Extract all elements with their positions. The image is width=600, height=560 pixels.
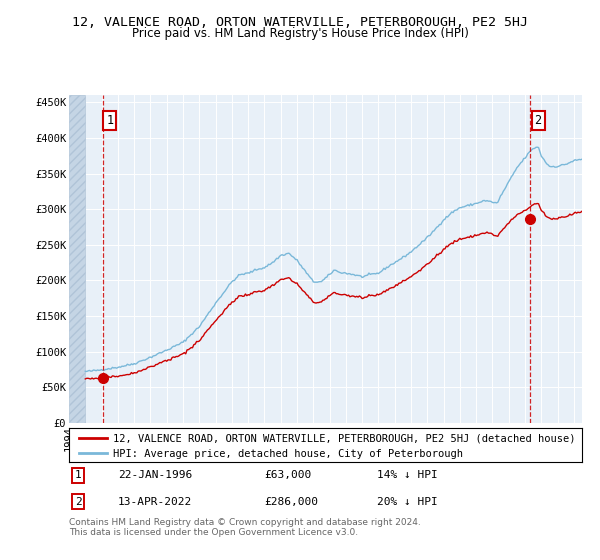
Text: £63,000: £63,000 (264, 470, 311, 480)
Text: Contains HM Land Registry data © Crown copyright and database right 2024.
This d: Contains HM Land Registry data © Crown c… (69, 518, 421, 538)
Text: 1: 1 (106, 114, 113, 127)
Text: 13-APR-2022: 13-APR-2022 (118, 497, 192, 507)
Text: 14% ↓ HPI: 14% ↓ HPI (377, 470, 437, 480)
Text: HPI: Average price, detached house, City of Peterborough: HPI: Average price, detached house, City… (113, 449, 463, 459)
Text: 12, VALENCE ROAD, ORTON WATERVILLE, PETERBOROUGH, PE2 5HJ: 12, VALENCE ROAD, ORTON WATERVILLE, PETE… (72, 16, 528, 29)
Text: 22-JAN-1996: 22-JAN-1996 (118, 470, 192, 480)
Text: 2: 2 (75, 497, 82, 507)
Polygon shape (69, 95, 85, 423)
Text: 12, VALENCE ROAD, ORTON WATERVILLE, PETERBOROUGH, PE2 5HJ (detached house): 12, VALENCE ROAD, ORTON WATERVILLE, PETE… (113, 433, 575, 444)
Text: 1: 1 (75, 470, 82, 480)
Text: 2: 2 (535, 114, 542, 127)
Text: Price paid vs. HM Land Registry's House Price Index (HPI): Price paid vs. HM Land Registry's House … (131, 27, 469, 40)
Text: 20% ↓ HPI: 20% ↓ HPI (377, 497, 437, 507)
Text: £286,000: £286,000 (264, 497, 318, 507)
